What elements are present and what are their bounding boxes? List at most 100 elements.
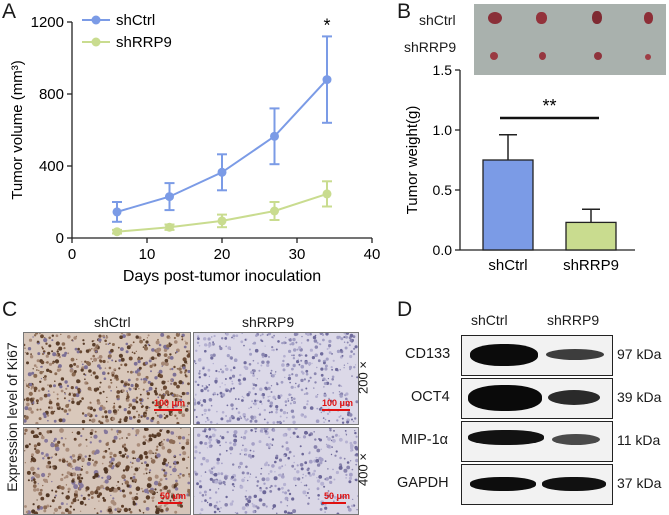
cell-dot xyxy=(82,342,85,345)
cell-dot xyxy=(103,336,105,339)
cell-dot xyxy=(25,444,29,449)
cell-dot xyxy=(208,384,211,386)
cell-dot xyxy=(298,346,302,350)
cell-dot xyxy=(233,478,237,482)
cell-dot xyxy=(48,344,52,348)
cell-dot xyxy=(275,408,279,411)
cell-dot xyxy=(336,419,339,422)
cell-dot xyxy=(217,472,221,476)
cell-dot xyxy=(186,350,188,353)
cell-dot xyxy=(181,338,184,341)
cell-dot xyxy=(345,440,348,444)
tumor-photo xyxy=(474,4,666,75)
cell-dot xyxy=(69,465,73,468)
cell-dot xyxy=(288,450,292,454)
cell-dot xyxy=(194,359,196,363)
ihc-image-shrrp9-200x xyxy=(193,332,359,425)
cell-dot xyxy=(188,492,190,497)
cell-dot xyxy=(265,505,268,508)
cell-dot xyxy=(338,437,343,442)
cell-dot xyxy=(235,407,238,410)
cell-dot xyxy=(239,485,244,489)
cell-dot xyxy=(328,351,332,355)
cell-dot xyxy=(315,395,318,398)
cell-dot xyxy=(110,428,113,431)
cell-dot xyxy=(285,336,287,339)
cell-dot xyxy=(94,473,99,478)
cell-dot xyxy=(241,478,245,483)
cell-dot xyxy=(76,431,81,435)
cell-dot xyxy=(297,333,299,334)
cell-dot xyxy=(67,352,70,355)
cell-dot xyxy=(215,377,218,380)
cell-dot xyxy=(63,397,66,400)
cell-dot xyxy=(237,398,240,400)
cell-dot xyxy=(314,345,318,349)
cell-dot xyxy=(73,362,77,366)
cell-dot xyxy=(120,347,124,351)
cell-dot xyxy=(177,474,180,477)
cell-dot xyxy=(303,406,307,410)
cell-dot xyxy=(41,352,45,356)
cell-dot xyxy=(164,471,168,475)
cell-dot xyxy=(93,434,98,439)
cell-dot xyxy=(197,433,201,437)
cell-dot xyxy=(139,454,143,458)
cell-dot xyxy=(181,391,186,396)
cell-dot xyxy=(203,373,207,377)
cell-dot xyxy=(283,354,286,358)
cell-dot xyxy=(75,386,78,390)
cell-dot xyxy=(40,451,44,455)
cell-dot xyxy=(285,416,288,419)
cell-dot xyxy=(208,343,212,347)
cell-dot xyxy=(144,344,147,347)
cell-dot xyxy=(130,466,133,468)
cell-dot xyxy=(199,485,203,489)
cell-dot xyxy=(33,334,37,337)
cell-dot xyxy=(325,477,329,481)
cell-dot xyxy=(111,417,116,421)
cell-dot xyxy=(316,479,321,483)
cell-dot xyxy=(129,461,132,464)
cell-dot xyxy=(219,435,222,437)
cell-dot xyxy=(320,373,324,377)
cell-dot xyxy=(154,376,158,380)
cell-dot xyxy=(274,373,276,375)
cell-dot xyxy=(261,340,264,343)
cell-dot xyxy=(94,508,96,510)
cell-dot xyxy=(315,419,320,423)
cell-dot xyxy=(151,499,155,502)
cell-dot xyxy=(51,361,55,365)
cell-dot xyxy=(221,436,225,440)
cell-dot xyxy=(213,510,217,514)
cell-dot xyxy=(303,393,306,395)
cell-dot xyxy=(272,428,276,432)
cell-dot xyxy=(306,338,310,342)
cell-dot xyxy=(132,371,135,373)
cell-dot xyxy=(83,373,86,376)
cell-dot xyxy=(152,452,154,455)
scalebar-label-1: 100 μm xyxy=(154,398,186,408)
cell-dot xyxy=(248,407,250,410)
cell-dot xyxy=(74,490,78,494)
cell-dot xyxy=(113,402,116,405)
cell-dot xyxy=(49,399,52,402)
cell-dot xyxy=(224,503,228,507)
cell-dot xyxy=(57,440,61,444)
cell-dot xyxy=(36,499,38,501)
cell-dot xyxy=(159,489,163,492)
cell-dot xyxy=(136,443,141,447)
cell-dot xyxy=(324,367,328,371)
y-tick-label: 1.5 xyxy=(433,62,453,78)
cell-dot xyxy=(133,361,138,366)
cell-dot xyxy=(205,494,207,496)
cell-dot xyxy=(231,475,234,479)
cell-dot xyxy=(105,337,108,339)
cell-dot xyxy=(241,449,243,451)
cell-dot xyxy=(126,393,129,396)
cell-dot xyxy=(271,346,274,349)
cell-dot xyxy=(161,365,163,367)
cell-dot xyxy=(50,442,55,448)
cell-dot xyxy=(105,400,108,403)
